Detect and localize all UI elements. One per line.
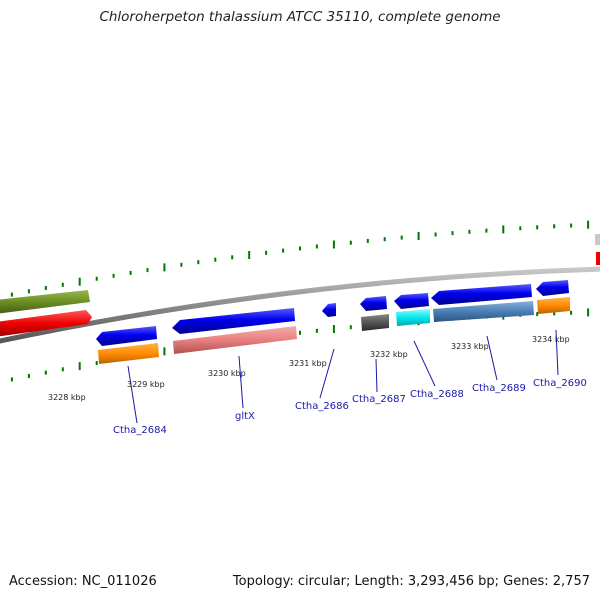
outer-tick [349,240,352,245]
outer-tick [536,225,539,230]
scale-label: 3228 kbp [48,393,86,402]
inner-tick [315,328,318,333]
leader-ctha-2690 [555,329,559,376]
outer-tick [451,231,454,236]
cds-gltx[interactable] [172,308,295,334]
scale-label: 3231 kbp [289,359,327,368]
outer-tick [248,251,251,259]
genome-backbone [0,266,600,344]
inner-tick [27,374,30,378]
cds-ctha-2684[interactable] [96,326,157,346]
gene-label-ctha-2687[interactable]: Ctha_2687 [352,394,406,405]
scale-label: 3232 kbp [370,350,408,359]
leader-ctha-2687 [375,358,378,393]
edge-feature-red [596,252,600,265]
outer-tick-track [10,220,590,297]
leader-ctha-2689 [486,335,498,381]
outer-tick [315,244,318,249]
scale-label: 3234 kbp [532,335,570,344]
inner-tick [44,370,47,375]
outer-tick [332,240,335,249]
outer-tick [214,257,217,262]
outer-tick [44,286,47,290]
olive-feature [0,290,90,314]
cds-ctha-2689[interactable] [431,284,532,305]
feature-gltx-pink [173,326,297,354]
outer-tick [180,262,183,267]
gene-label-ctha-2686[interactable]: Ctha_2686 [295,401,349,412]
red-feature [0,310,92,337]
gene-label-ctha-2689[interactable]: Ctha_2689 [472,383,526,394]
scale-label: 3229 kbp [127,380,165,389]
feature-ctha-2687-gray [361,314,389,331]
inner-tick [332,325,335,333]
outer-tick [78,277,81,286]
outer-tick [434,232,437,237]
cds-ctha-2686[interactable] [322,303,336,317]
inner-tick [163,347,166,356]
cds-ctha-2688[interactable] [394,293,429,309]
leader-gltx [238,355,244,409]
outer-tick [553,224,556,229]
outer-tick [502,225,505,234]
feature-ctha-2688-cyan [396,309,430,326]
outer-tick [570,223,573,228]
leader-ctha-2686 [319,348,335,399]
genome-summary-text: Topology: circular; Length: 3,293,456 bp… [232,574,590,589]
feature-ctha-2690-orange [537,297,570,314]
outer-tick [197,260,200,265]
inner-tick [61,367,64,372]
outer-tick [400,235,403,240]
outer-tick [231,255,234,260]
inner-tick [78,362,81,371]
outer-tick [95,276,98,281]
inner-tick [10,377,13,382]
outer-tick [129,270,132,275]
gene-label-ctha-2688[interactable]: Ctha_2688 [410,389,464,400]
gene-label-ctha-2690[interactable]: Ctha_2690 [533,378,587,389]
gene-label-ctha-2684[interactable]: Ctha_2684 [113,425,167,436]
outer-tick [383,237,386,242]
outer-tick [366,238,369,243]
outer-tick [587,220,590,229]
inner-tick [349,325,352,330]
outer-tick [61,282,64,287]
outer-tick [27,289,30,294]
feature-ctha-2684-orange [98,343,159,364]
outer-tick [519,226,522,231]
inner-tick [570,310,573,315]
inner-tick [553,311,556,316]
inner-tick [587,308,590,317]
inner-tick [95,361,98,365]
inner-tick [536,312,539,317]
leader-ctha-2684 [127,365,138,424]
outer-tick [417,232,420,240]
outer-tick [146,268,149,273]
genome-title: Chloroherpeton thalassium ATCC 35110, co… [99,9,501,25]
gene-leader-lines [127,329,559,424]
accession-text: Accession: NC_011026 [9,574,157,589]
outer-tick [265,250,268,255]
outer-tick [282,248,285,253]
scale-label: 3230 kbp [208,369,246,378]
scale-label: 3233 kbp [451,342,489,351]
outer-tick [485,228,488,233]
feature-ctha-2689-steel [433,301,534,322]
cds-ctha-2690[interactable] [536,280,569,296]
gene-label-gltx[interactable]: gltX [235,411,255,422]
inner-tick [299,330,301,335]
cds-ctha-2687[interactable] [360,296,387,311]
leader-ctha-2688 [413,340,436,387]
outer-tick [163,263,166,272]
outer-tick [112,273,115,278]
outer-tick [299,246,301,251]
outer-tick [468,229,471,234]
outer-tick [10,292,13,297]
edge-feature-gray [595,234,600,245]
